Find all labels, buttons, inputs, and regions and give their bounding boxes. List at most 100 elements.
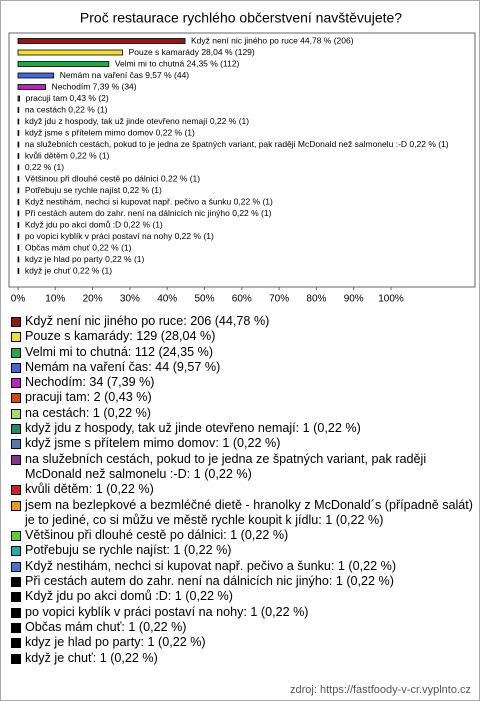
bar	[17, 107, 20, 113]
legend-item: Nechodím: 34 (7,39 %)	[11, 375, 473, 390]
legend-swatch	[11, 500, 21, 511]
bar-label: Když nestihám, nechci si kupovat např. p…	[25, 196, 273, 206]
legend-item: když jdu z hospody, tak už jinde otevřen…	[11, 421, 473, 436]
bar-label: Většinou při dlouhé cestě po dálnici 0,2…	[25, 173, 200, 183]
legend-swatch	[11, 362, 21, 373]
bar	[17, 72, 55, 79]
legend-swatch	[11, 332, 21, 343]
legend-label: Pouze s kamarády: 129 (28,04 %)	[25, 329, 216, 344]
bar-label: kvůli dětěm 0,22 % (1)	[25, 150, 110, 160]
bar-label: pracuji tam 0,43 % (2)	[26, 93, 109, 103]
bar	[17, 153, 20, 159]
bar-label: Občas mám chuť 0,22 % (1)	[25, 242, 132, 252]
source: zdroj: https://fastfoody-v-cr.vyplnto.cz	[290, 684, 471, 696]
bar	[17, 222, 20, 228]
legend-label: když jdu z hospody, tak už jinde otevřen…	[25, 421, 361, 436]
legend-swatch	[11, 347, 21, 358]
x-tick-label: 30%	[120, 294, 140, 305]
bar-label: na cestách 0,22 % (1)	[25, 104, 108, 114]
legend-item: Většinou při dlouhé cestě po dálnici: 1 …	[11, 528, 473, 543]
legend-item: Když není nic jiného po ruce: 206 (44,78…	[11, 314, 473, 329]
bar	[17, 49, 123, 56]
legend-label: když je chuť: 1 (0,22 %)	[25, 650, 158, 665]
legend-item: Když jdu po akci domů :D: 1 (0,22 %)	[11, 589, 473, 604]
bar	[17, 84, 46, 90]
legend-item: kvůli dětěm: 1 (0,22 %)	[11, 482, 473, 497]
legend-item: jsem na bezlepkové a bezmléčné dietě - h…	[11, 498, 473, 529]
legend-label: Při cestách autem do zahr. není na dálni…	[25, 574, 394, 589]
legend-item: když jsme s přítelem mimo domov: 1 (0,22…	[11, 436, 473, 451]
bar-label: 0,22 % (1)	[25, 162, 64, 172]
bar-label: Nechodím 7,39 % (34)	[52, 81, 137, 91]
x-tick-label: 10%	[45, 294, 65, 305]
chart: Proč restaurace rychlého občerstvení nav…	[8, 10, 476, 305]
legend-swatch	[11, 378, 21, 389]
legend-swatch	[11, 638, 21, 649]
legend-label: Většinou při dlouhé cestě po dálnici: 1 …	[25, 528, 289, 543]
bar-label: kdyz je hlad po party 0,22 % (1)	[25, 254, 145, 264]
legend-swatch	[11, 653, 21, 664]
legend-swatch	[11, 317, 21, 327]
bar	[17, 187, 20, 194]
legend-item: když je chuť: 1 (0,22 %)	[11, 651, 473, 666]
legend-swatch	[11, 607, 21, 618]
legend-swatch	[11, 454, 21, 465]
x-tick-label: 70%	[269, 294, 289, 305]
legend-item: po vopici kyblík v práci postaví na nohy…	[11, 605, 473, 620]
legend-swatch	[11, 424, 21, 435]
legend-label: Když nestihám, nechci si kupovat např. p…	[25, 558, 397, 573]
legend-swatch	[11, 561, 21, 572]
bar	[17, 130, 20, 136]
legend-swatch	[11, 531, 21, 542]
bar	[17, 118, 20, 125]
bar	[17, 141, 20, 148]
bar-label: když je chuť 0,22 % (1)	[25, 265, 112, 275]
bar	[17, 176, 20, 182]
legend-swatch	[11, 485, 21, 496]
legend-label: Když jdu po akci domů :D: 1 (0,22 %)	[25, 589, 233, 604]
x-tick-label: 50%	[194, 294, 214, 305]
bar-label: na služebních cestách, pokud to je jedna…	[25, 139, 449, 149]
legend-item: pracuji tam: 2 (0,43 %)	[11, 390, 473, 405]
legend-label: Velmi mi to chutná: 112 (24,35 %)	[25, 344, 214, 359]
x-tick-label: 80%	[306, 294, 326, 305]
x-tick-label: 60%	[232, 294, 252, 305]
bar-label: po vopici kyblík v práci postaví na nohy…	[25, 231, 214, 241]
bar-label: Pouze s kamarády 28,04 % (129)	[129, 47, 255, 57]
bar	[17, 268, 20, 274]
legend-swatch	[11, 577, 21, 588]
bar	[17, 233, 20, 240]
legend-item: Při cestách autem do zahr. není na dálni…	[11, 574, 473, 589]
legend-item: Pouze s kamarády: 129 (28,04 %)	[11, 329, 473, 344]
legend-item: Když nestihám, nechci si kupovat např. p…	[11, 559, 473, 574]
bar-label: když jsme s přítelem mimo domov 0,22 % (…	[25, 127, 195, 137]
legend-item: Občas mám chuť: 1 (0,22 %)	[11, 620, 473, 635]
legend-label: Nemám na vaření čas: 44 (9,57 %)	[25, 359, 221, 374]
bar-label: když jdu z hospody, tak už jinde otevřen…	[25, 116, 249, 126]
legend-swatch	[11, 439, 21, 450]
legend-item: na cestách: 1 (0,22 %)	[11, 406, 473, 421]
legend-label: Když není nic jiného po ruce: 206 (44,78…	[25, 314, 270, 328]
bar-label: Když jdu po akci domů :D 0,22 % (1)	[25, 219, 163, 229]
legend-label: pracuji tam: 2 (0,43 %)	[25, 390, 152, 405]
legend-label: na služebních cestách, pokud to je jedna…	[25, 451, 427, 481]
legend: Když není nic jiného po ruce: 206 (44,78…	[11, 314, 473, 666]
legend-label: když jsme s přítelem mimo domov: 1 (0,22…	[25, 436, 281, 451]
bar-label: Když není nic jiného po ruce 44,78 % (20…	[191, 35, 354, 45]
bar	[17, 61, 110, 67]
legend-label: Občas mám chuť: 1 (0,22 %)	[25, 619, 187, 634]
x-tick-label: 90%	[344, 294, 364, 305]
legend-swatch	[11, 592, 21, 603]
legend-item: Potřebuju se rychle najíst: 1 (0,22 %)	[11, 543, 473, 558]
legend-label: Nechodím: 34 (7,39 %)	[25, 375, 155, 390]
x-tick-label: 0%	[11, 294, 26, 305]
legend-label: na cestách: 1 (0,22 %)	[25, 405, 152, 420]
bar-label: Potřebuju se rychle najíst 0,22 % (1)	[25, 185, 162, 195]
legend-label: Potřebuju se rychle najíst: 1 (0,22 %)	[25, 543, 232, 558]
legend-label: jsem na bezlepkové a bezmléčné dietě - h…	[25, 497, 474, 527]
bar-label: Nemám na vaření čas 9,57 % (44)	[60, 70, 190, 80]
bar	[17, 199, 20, 205]
legend-item: Nemám na vaření čas: 44 (9,57 %)	[11, 360, 473, 375]
x-tick-label: 40%	[157, 294, 177, 305]
